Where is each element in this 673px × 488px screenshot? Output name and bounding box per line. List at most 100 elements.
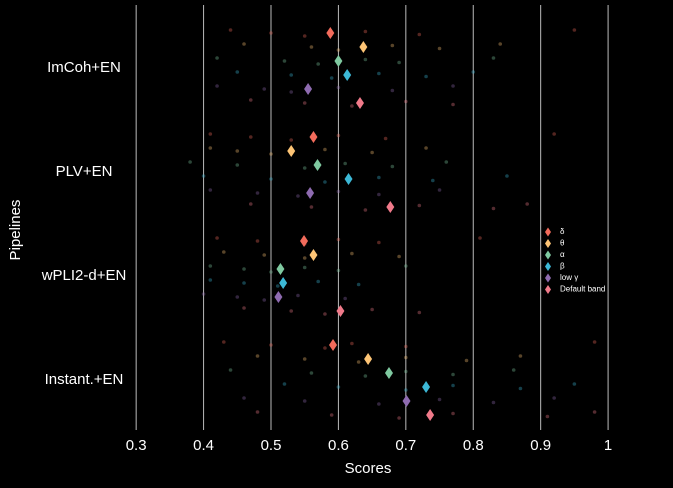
point [262, 87, 267, 91]
point [316, 62, 320, 66]
x-tick-label: 0.4 [193, 437, 214, 454]
point [350, 251, 354, 256]
point [343, 161, 347, 166]
y-tick-label: PLV+EN [56, 163, 113, 180]
x-tick-label: 0.8 [463, 437, 484, 454]
point [248, 202, 253, 206]
point [336, 189, 341, 194]
point [282, 382, 287, 386]
point [404, 99, 408, 104]
point [262, 298, 267, 302]
legend-label: α [560, 250, 565, 259]
point [377, 71, 381, 76]
point [302, 256, 307, 260]
mean-marker [287, 145, 296, 157]
point [329, 413, 334, 417]
point [302, 101, 307, 105]
point [208, 264, 213, 268]
mean-marker [309, 249, 318, 261]
point [525, 202, 529, 206]
point [404, 264, 408, 268]
point [289, 309, 294, 313]
point [363, 374, 368, 378]
point [289, 138, 294, 142]
legend-marker [545, 250, 551, 260]
x-tick-label: 0.5 [261, 437, 282, 454]
point [248, 98, 253, 102]
point [417, 32, 422, 37]
point [451, 84, 455, 88]
point [451, 372, 455, 377]
point [316, 279, 320, 284]
point [397, 60, 401, 65]
point [431, 178, 435, 183]
point [350, 104, 354, 108]
mean-marker [386, 201, 395, 213]
point [215, 236, 219, 240]
point [404, 355, 408, 360]
legend-label: β [560, 262, 565, 271]
x-tick-label: 0.9 [530, 437, 551, 454]
legend-marker [545, 273, 551, 283]
point [336, 133, 341, 138]
point [269, 270, 273, 274]
point [491, 206, 496, 211]
point [390, 164, 395, 169]
x-tick-label: 0.7 [395, 437, 416, 454]
y-tick-label: wPLI2-d+EN [41, 267, 127, 284]
point [464, 358, 469, 363]
point [188, 160, 192, 164]
point [424, 74, 428, 79]
point [269, 177, 273, 181]
point [248, 135, 253, 139]
mean-marker [274, 291, 283, 303]
point [302, 34, 307, 38]
point [302, 357, 307, 361]
x-tick-label: 0.6 [328, 437, 349, 454]
point [451, 411, 455, 416]
point [228, 28, 233, 32]
point [511, 368, 516, 372]
mean-marker [329, 339, 338, 351]
point [255, 191, 260, 195]
point [323, 346, 327, 350]
point [235, 149, 240, 153]
point [309, 371, 314, 375]
point [505, 174, 509, 178]
point [309, 45, 314, 49]
point [417, 310, 422, 315]
point [491, 400, 496, 405]
point [552, 396, 556, 400]
point [377, 402, 381, 406]
point [269, 343, 273, 347]
mean-marker [355, 97, 364, 109]
point [404, 388, 408, 392]
point [363, 208, 368, 212]
point [208, 278, 213, 282]
y-axis-label: Pipelines [7, 200, 24, 261]
mean-marker [326, 27, 335, 39]
point [552, 132, 556, 136]
point [377, 175, 381, 180]
point [235, 295, 240, 299]
point [289, 90, 294, 94]
legend-label: Default band [560, 285, 605, 294]
legend-marker [545, 239, 551, 248]
mean-marker [300, 235, 309, 247]
x-axis-label: Scores [345, 460, 392, 477]
point [478, 236, 482, 240]
legend-marker [545, 262, 551, 271]
legend-marker [545, 227, 551, 237]
point [302, 399, 307, 403]
mean-marker [384, 367, 393, 379]
mean-marker [304, 83, 313, 95]
point [222, 340, 226, 344]
x-tick-label: 1 [604, 437, 612, 454]
point [242, 306, 246, 310]
point [592, 340, 597, 344]
point [242, 42, 246, 46]
point [242, 267, 246, 271]
x-tick-label: 0.3 [126, 437, 147, 454]
point [296, 293, 300, 298]
point [269, 152, 273, 156]
